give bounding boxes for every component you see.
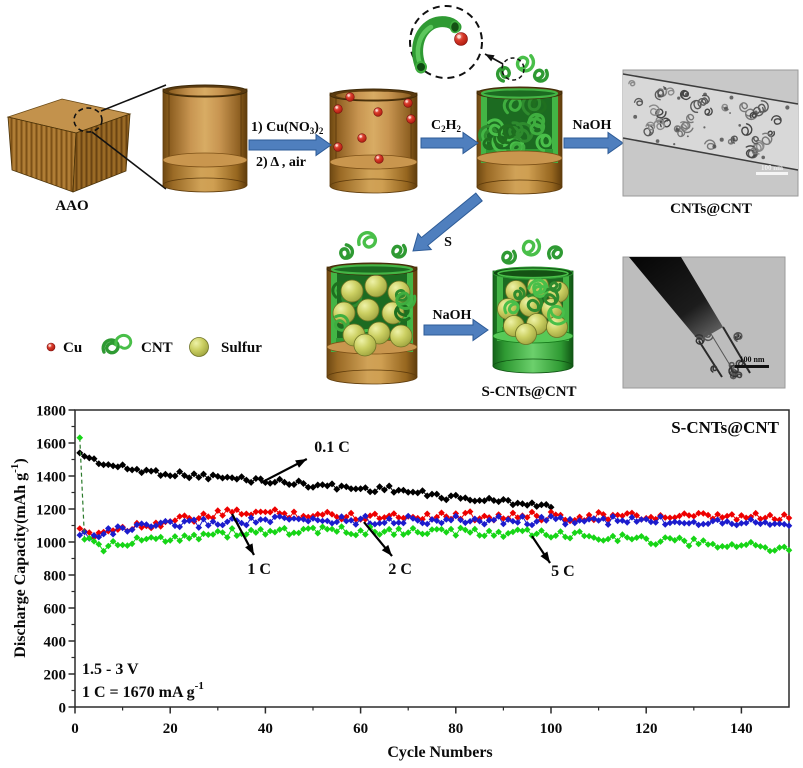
c2h2-sub1: 2 [441, 124, 446, 134]
x-tick-label: 0 [71, 721, 79, 737]
y-axis-title-main: Discharge Capacity(mAh g [12, 473, 29, 658]
chart-generated: 0 20 40 60 80 100 120 1400200400600800100012001… [36, 404, 793, 738]
annotation-2C: 2 C [363, 521, 412, 578]
x-tick-label: 60 [353, 721, 368, 737]
series-5C [76, 434, 793, 555]
cu-step-paren: ) [314, 120, 319, 135]
annotation-label: 5 C [551, 563, 575, 580]
chart-title: S-CNTs@CNT [671, 418, 779, 437]
c-rate-note-main: 1 C = 1670 mA g [82, 684, 195, 701]
cu-step-sub1: 3 [310, 126, 315, 136]
cnt-filled-cylinder [476, 54, 563, 195]
cu-step-sub2: 2 [319, 126, 324, 136]
cnt-tip-circle [501, 57, 525, 81]
cu-decorated-cylinder [329, 88, 418, 194]
s-cnts-cnt-label: S-CNTs@CNT [481, 384, 576, 400]
legend-row [46, 333, 209, 357]
y-tick-label: 1600 [36, 437, 66, 453]
annotation-label: 1 C [247, 561, 271, 578]
heat-step-label: 2) Δ , air [256, 155, 306, 170]
c2h2-label: C2H2 [431, 118, 462, 134]
y-axis-title-sup: -1 [9, 464, 21, 473]
y-axis-title-close: ) [12, 458, 29, 463]
magnifier-circle [73, 107, 103, 133]
y-axis-title: Discharge Capacity(mAh g-1) [9, 458, 29, 657]
synthesis-scheme: AAO 1) Cu(NO3)2 2) Δ , air C2H2 NaOH S N… [6, 5, 799, 400]
cu-step-label: 1) Cu(NO3)2 [251, 120, 324, 136]
axis-ticks: 0 20 40 60 80 100 120 1400200400600800100012001… [36, 404, 753, 738]
legend-cnt-icon [101, 338, 120, 355]
naoh-bottom-label: NaOH [433, 308, 472, 323]
series-0.1C [76, 449, 555, 511]
legend-sulfur-label: Sulfur [221, 340, 262, 356]
tem2-scalebar-label: 100 nm [739, 355, 764, 364]
cycling-performance-chart: 0 20 40 60 80 100 120 1400200400600800100012001… [9, 404, 793, 761]
x-tick-label: 20 [163, 721, 178, 737]
x-tick-label: 80 [448, 721, 463, 737]
y-tick-label: 1200 [36, 503, 66, 519]
annotation-label: 2 C [388, 561, 412, 578]
x-tick-label: 140 [730, 721, 753, 737]
c2h2-h: H [446, 118, 457, 133]
aao-block [6, 84, 167, 193]
y-tick-label: 600 [44, 602, 67, 618]
tem-image-cnts-cnt [622, 69, 799, 197]
legend-cnt-label: CNT [141, 340, 173, 356]
x-tick-label: 120 [635, 721, 658, 737]
plot-frame [74, 409, 790, 708]
y-tick-label: 200 [44, 668, 67, 684]
x-tick-label: 100 [540, 721, 563, 737]
green-cylinder-cnts [503, 278, 567, 326]
x-axis-title: Cycle Numbers [387, 744, 492, 761]
x-tick-label: 40 [258, 721, 273, 737]
y-tick-label: 400 [44, 635, 67, 651]
c-rate-note: 1 C = 1670 mA g-1 [82, 680, 204, 701]
annotation-1C: 1 C [231, 513, 271, 578]
tem-image-s-cnts-cnt [622, 256, 786, 389]
y-tick-label: 1000 [36, 536, 66, 552]
diagram-shapes [6, 5, 799, 389]
y-tick-label: 1800 [36, 404, 66, 420]
legend-cu-label: Cu [63, 340, 82, 356]
cu-step-main: 1) Cu(NO [251, 120, 310, 135]
sulfur-step-label: S [444, 235, 452, 250]
reaction-arrows [248, 131, 624, 342]
y-tick-label: 800 [44, 569, 67, 585]
naoh-top-label: NaOH [573, 118, 612, 133]
c2h2-c: C [431, 118, 441, 133]
cnts-cnt-label: CNTs@CNT [670, 201, 752, 217]
aao-label: AAO [55, 198, 88, 214]
cnt-growth-inset [409, 5, 525, 81]
voltage-window-note: 1.5 - 3 V [82, 661, 139, 678]
annotation-label: 0.1 C [314, 439, 350, 456]
template-cylinder [162, 84, 248, 193]
annotation-5C: 5 C [531, 535, 575, 580]
annotation-0.1C: 0.1 C [260, 439, 350, 484]
c-rate-note-sup: -1 [195, 680, 204, 692]
y-tick-label: 0 [59, 701, 67, 717]
tem1-scalebar-label: 100 nm [761, 164, 783, 172]
sulfur-cnt-brown-cylinder [326, 231, 418, 385]
y-tick-label: 1400 [36, 470, 66, 486]
c2h2-sub2: 2 [457, 124, 462, 134]
